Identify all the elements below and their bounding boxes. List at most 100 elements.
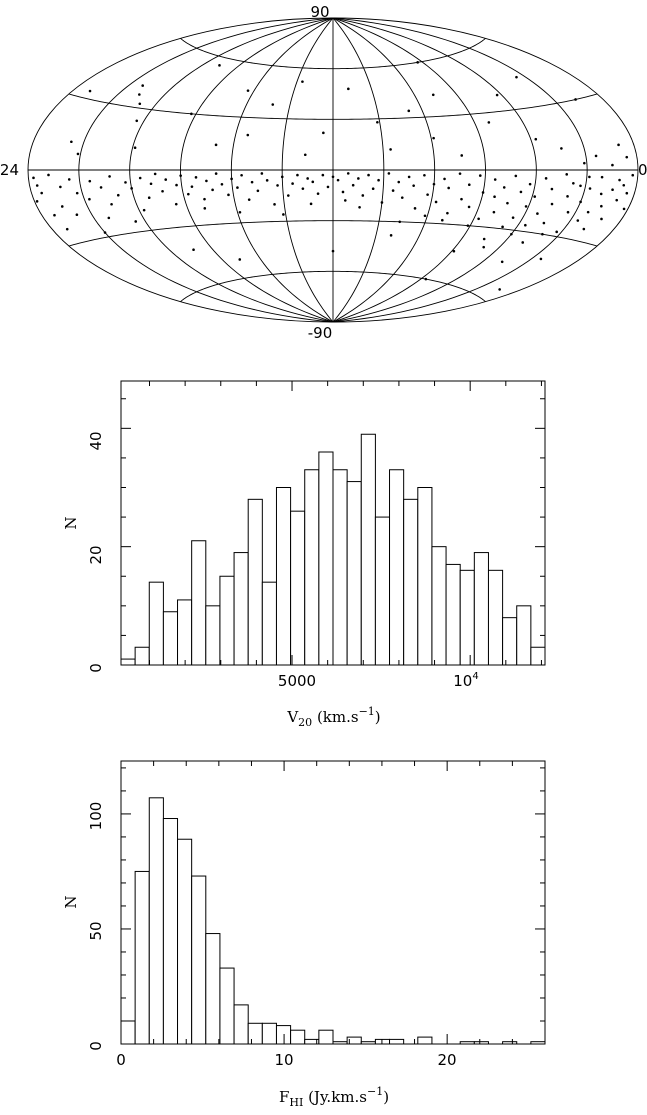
- velocity-bar: [233, 552, 249, 666]
- sky-point: [550, 202, 554, 206]
- sky-point: [498, 288, 501, 291]
- velocity-bar: [261, 581, 277, 666]
- flux-bar: [134, 870, 150, 1045]
- sky-point: [413, 207, 417, 210]
- sky-parallel: [68, 93, 598, 120]
- sky-point: [611, 188, 614, 192]
- flux-bar: [233, 1004, 249, 1045]
- sky-point: [190, 185, 194, 188]
- sky-point: [400, 196, 404, 199]
- sky-point: [343, 199, 347, 202]
- sky-point: [542, 221, 546, 225]
- sky-point: [582, 227, 586, 231]
- sky-point: [296, 173, 299, 177]
- sky-point: [467, 205, 471, 209]
- flux-xtick-20: 20: [437, 1051, 456, 1069]
- velocity-histogram-bars: [120, 433, 546, 666]
- flux-ytick-100: 100: [87, 802, 105, 831]
- flux-bar: [290, 1029, 306, 1045]
- sky-point: [331, 249, 335, 253]
- flux-bar: [332, 1041, 348, 1045]
- sky-point: [67, 178, 71, 181]
- velocity-bar: [290, 510, 306, 666]
- sky-point: [377, 178, 380, 182]
- sky-point: [40, 191, 43, 195]
- velocity-bar: [516, 605, 532, 666]
- sky-point: [250, 180, 254, 184]
- sky-point: [161, 189, 164, 193]
- velocity-bar: [530, 646, 546, 666]
- sky-point: [361, 194, 365, 197]
- velocity-bar: [318, 451, 334, 666]
- velocity-histogram-ticks: [121, 381, 545, 666]
- velocity-bar: [134, 646, 150, 666]
- sky-point: [521, 241, 525, 244]
- sky-point: [515, 75, 518, 79]
- flux-bar: [261, 1022, 277, 1045]
- velocity-ytick-40: 40: [87, 431, 105, 450]
- sky-point: [107, 216, 111, 220]
- sky-point: [141, 84, 144, 87]
- sky-point: [358, 205, 361, 209]
- flux-histogram-bars: [120, 797, 546, 1045]
- flux-bar: [346, 1036, 362, 1045]
- sky-point: [495, 93, 499, 97]
- sky-point: [260, 172, 264, 175]
- sky-point: [322, 131, 325, 135]
- flux-xlabel: FHI (Jy.km.s−1): [279, 1085, 389, 1109]
- velocity-ytick-20: 20: [87, 545, 105, 564]
- sky-point: [326, 185, 330, 189]
- sky-point: [625, 155, 629, 159]
- sky-point: [611, 163, 614, 167]
- sky-point: [316, 192, 320, 195]
- flux-bar: [148, 797, 164, 1045]
- flux-bar: [417, 1036, 433, 1045]
- sky-point: [336, 178, 340, 182]
- flux-bar: [360, 1041, 376, 1045]
- sky-point: [59, 185, 62, 189]
- sky-point: [357, 177, 360, 180]
- sky-point: [238, 258, 242, 261]
- sky-point: [534, 137, 538, 141]
- sky-map: 90 -90 24 0: [0, 3, 647, 342]
- sky-point: [246, 133, 250, 137]
- flux-bar: [275, 1025, 292, 1045]
- velocity-ylabel: N: [62, 516, 80, 529]
- sky-point: [346, 172, 350, 175]
- sky-point: [566, 210, 570, 214]
- flux-bar: [502, 1041, 518, 1045]
- sky-point: [230, 177, 233, 181]
- sky-point: [615, 198, 619, 202]
- velocity-bar: [148, 581, 164, 666]
- sky-point: [407, 109, 411, 113]
- sky-point: [588, 187, 592, 190]
- sky-point: [174, 202, 178, 206]
- sky-point: [565, 173, 569, 176]
- sky-point: [481, 191, 485, 194]
- sky-point: [203, 197, 206, 201]
- sky-point: [88, 89, 92, 93]
- sky-point: [103, 231, 107, 234]
- sky-point: [142, 208, 146, 212]
- sky-point: [566, 195, 569, 198]
- sky-point: [423, 173, 426, 177]
- sky-point: [398, 220, 402, 224]
- velocity-bar: [417, 487, 433, 666]
- sky-point: [331, 175, 335, 179]
- sky-parallel: [180, 270, 486, 302]
- sky-point: [550, 187, 554, 191]
- sky-point: [301, 80, 304, 83]
- flux-bar: [120, 1020, 136, 1045]
- velocity-xtick-10e4: 104: [453, 671, 478, 690]
- flux-ytick-50: 50: [87, 921, 105, 940]
- sky-point: [519, 190, 523, 194]
- sky-point: [434, 200, 438, 204]
- sky-point: [60, 205, 64, 208]
- sky-point: [227, 193, 230, 197]
- sky-point: [424, 277, 428, 281]
- sky-point: [492, 210, 496, 214]
- sky-point: [389, 234, 393, 237]
- flux-ylabel: N: [62, 895, 80, 908]
- sky-label-bottom: -90: [308, 324, 333, 342]
